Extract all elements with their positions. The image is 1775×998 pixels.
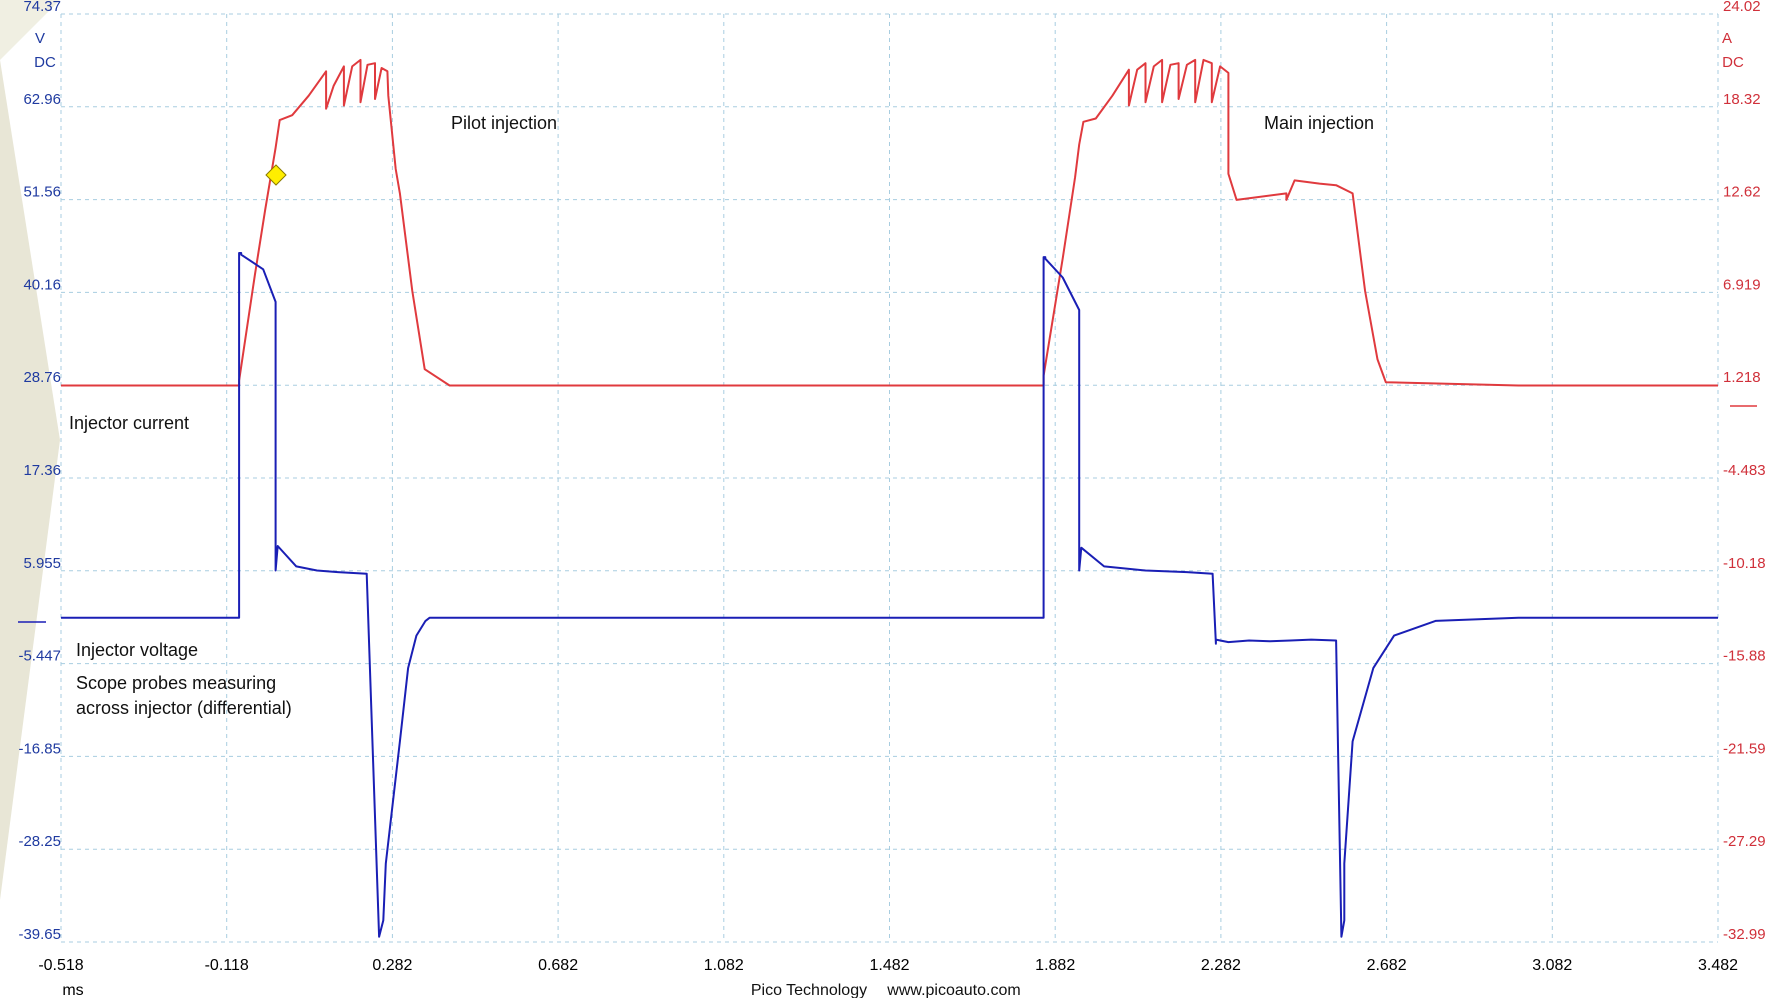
annotation-probes-line1: Scope probes measuring [76, 673, 276, 693]
grid [60, 13, 1719, 943]
left-tick-label: 40.16 [23, 276, 61, 293]
left-axis-ticks: 74.37 62.96 51.56 40.16 28.76 17.36 5.955 -5.44… [18, 0, 61, 943]
x-tick-label: 2.682 [1367, 957, 1407, 974]
right-tick-label: -10.18 [1723, 555, 1766, 572]
x-tick-label: 0.682 [538, 957, 578, 974]
left-tick-label: -5.447 [18, 648, 61, 665]
left-axis-unit: V [35, 30, 45, 47]
left-tick-label: -16.85 [18, 740, 61, 757]
left-tick-label: 51.56 [23, 184, 61, 201]
x-tick-label: 1.882 [1035, 957, 1075, 974]
left-tick-label: 17.36 [23, 462, 61, 479]
x-tick-label: 0.282 [372, 957, 412, 974]
left-tick-label: -28.25 [18, 833, 61, 850]
injector-current-trace [61, 58, 1718, 387]
right-tick-label: 18.32 [1723, 91, 1761, 108]
annotation-injector-current: Injector current [69, 413, 189, 433]
x-tick-label: 1.482 [869, 957, 909, 974]
x-tick-label: 2.282 [1201, 957, 1241, 974]
right-tick-label: 6.919 [1723, 276, 1761, 293]
right-tick-label: 1.218 [1723, 369, 1761, 386]
right-tick-label: -4.483 [1723, 462, 1766, 479]
x-tick-label: 3.082 [1532, 957, 1572, 974]
left-tick-label: 28.76 [23, 369, 61, 386]
x-tick-label: 1.082 [704, 957, 744, 974]
right-tick-label: -15.88 [1723, 648, 1766, 665]
annotation-probes-line2: across injector (differential) [76, 698, 292, 718]
left-tick-label: 74.37 [23, 0, 61, 15]
right-axis-unit: A [1722, 30, 1732, 47]
annotation-pilot-injection: Pilot injection [451, 113, 557, 133]
x-tick-label: 3.482 [1698, 957, 1738, 974]
right-tick-label: 24.02 [1723, 0, 1761, 15]
right-axis-ticks: 24.02 18.32 12.62 6.919 1.218 -4.483 -10.18 -15… [1723, 0, 1766, 943]
injector-voltage-trace [61, 252, 1718, 938]
annotation-main-injection: Main injection [1264, 113, 1374, 133]
series-layer [61, 58, 1718, 938]
left-tick-label: 5.955 [23, 555, 61, 572]
trigger-marker-icon[interactable] [265, 164, 287, 186]
x-tick-label: -0.518 [38, 957, 83, 974]
page-decoration [0, 0, 60, 900]
footer-site: www.picoauto.com [886, 982, 1020, 998]
right-axis-coupling: DC [1722, 54, 1744, 71]
x-tick-label: -0.118 [205, 957, 249, 974]
annotation-injector-voltage: Injector voltage [76, 640, 198, 660]
x-axis-ticks: -0.518 -0.118 0.282 0.682 1.082 1.482 1.882 2.2… [38, 957, 1738, 974]
left-axis-header: V DC [34, 30, 56, 71]
left-axis-coupling: DC [34, 54, 56, 71]
x-axis-unit: ms [62, 982, 83, 998]
right-tick-label: 12.62 [1723, 184, 1761, 201]
right-tick-label: -32.99 [1723, 926, 1766, 943]
right-axis-header: A DC [1722, 30, 1744, 71]
left-tick-label: 62.96 [23, 91, 61, 108]
left-tick-label: -39.65 [18, 926, 61, 943]
right-tick-label: -27.29 [1723, 833, 1766, 850]
footer-brand: Pico Technology [751, 982, 867, 998]
right-tick-label: -21.59 [1723, 740, 1766, 757]
